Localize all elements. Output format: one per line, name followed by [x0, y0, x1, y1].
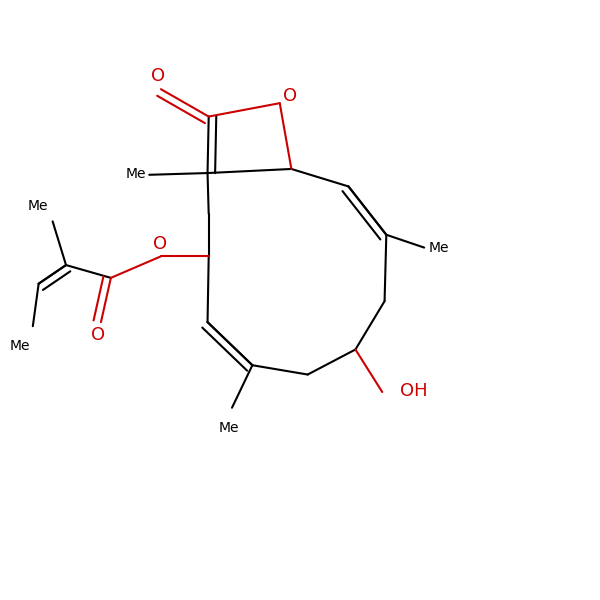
- Text: O: O: [91, 326, 105, 344]
- Text: Me: Me: [429, 241, 449, 254]
- Text: O: O: [153, 235, 167, 253]
- Text: Me: Me: [28, 199, 48, 212]
- Text: O: O: [151, 67, 165, 85]
- Text: Me: Me: [219, 421, 239, 434]
- Text: O: O: [283, 87, 297, 105]
- Text: OH: OH: [400, 382, 427, 400]
- Text: Me: Me: [10, 339, 30, 353]
- Text: Me: Me: [126, 167, 146, 181]
